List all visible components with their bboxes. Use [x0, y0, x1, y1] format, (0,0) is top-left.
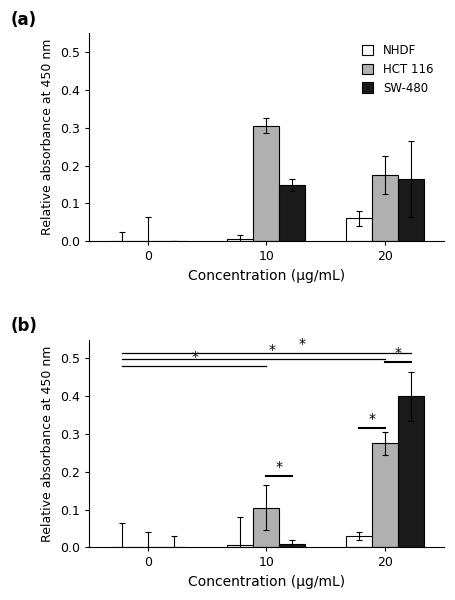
- Bar: [227, 239, 253, 241]
- Bar: [253, 508, 279, 547]
- Bar: [398, 179, 424, 241]
- Text: *: *: [192, 350, 199, 364]
- X-axis label: Concentration (µg/mL): Concentration (µg/mL): [188, 269, 345, 283]
- Text: *: *: [276, 460, 283, 473]
- Text: *: *: [394, 346, 401, 361]
- Bar: [279, 185, 305, 241]
- Bar: [346, 218, 372, 241]
- Bar: [279, 544, 305, 547]
- Text: (a): (a): [10, 11, 37, 29]
- Text: *: *: [269, 343, 276, 358]
- X-axis label: Concentration (µg/mL): Concentration (µg/mL): [188, 575, 345, 589]
- Text: *: *: [368, 412, 375, 427]
- Y-axis label: Relative absorbance at 450 nm: Relative absorbance at 450 nm: [41, 345, 54, 542]
- Bar: [227, 545, 253, 547]
- Legend: NHDF, HCT 116, SW-480: NHDF, HCT 116, SW-480: [357, 39, 438, 100]
- Bar: [372, 443, 398, 547]
- Y-axis label: Relative absorbance at 450 nm: Relative absorbance at 450 nm: [41, 39, 54, 235]
- Bar: [253, 126, 279, 241]
- Text: (b): (b): [10, 317, 37, 335]
- Bar: [398, 396, 424, 547]
- Bar: [372, 175, 398, 241]
- Text: *: *: [298, 337, 305, 351]
- Bar: [346, 536, 372, 547]
